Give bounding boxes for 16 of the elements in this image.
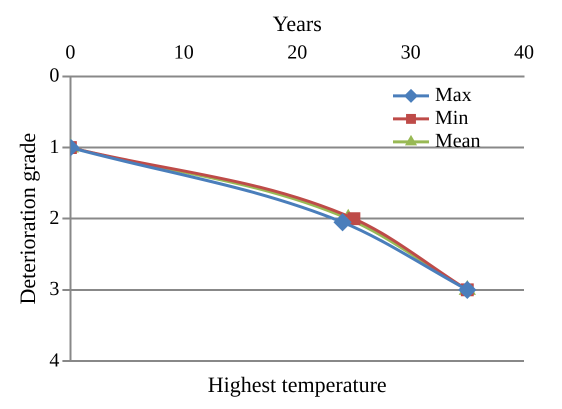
x-tick-label: 20 xyxy=(287,42,308,64)
legend-label: Mean xyxy=(435,130,481,152)
x-tick-label: 30 xyxy=(400,42,421,64)
y-tick-label: 3 xyxy=(49,278,60,300)
x-tick-label: 0 xyxy=(65,42,76,64)
y-axis-title: Deterioration grade xyxy=(14,132,40,305)
y-tick-label: 0 xyxy=(49,64,60,87)
y-tick-label: 1 xyxy=(49,136,60,158)
text: Highest temperature xyxy=(208,372,387,397)
x-axis-title: Years xyxy=(272,10,322,36)
legend-label: Min xyxy=(435,107,468,130)
x-tick-label: 10 xyxy=(174,42,194,64)
y-tick-label: 2 xyxy=(49,206,60,229)
y-tick-label: 4 xyxy=(49,349,60,372)
legend-label: Max xyxy=(435,84,472,106)
x-tick-label: 40 xyxy=(514,42,534,64)
